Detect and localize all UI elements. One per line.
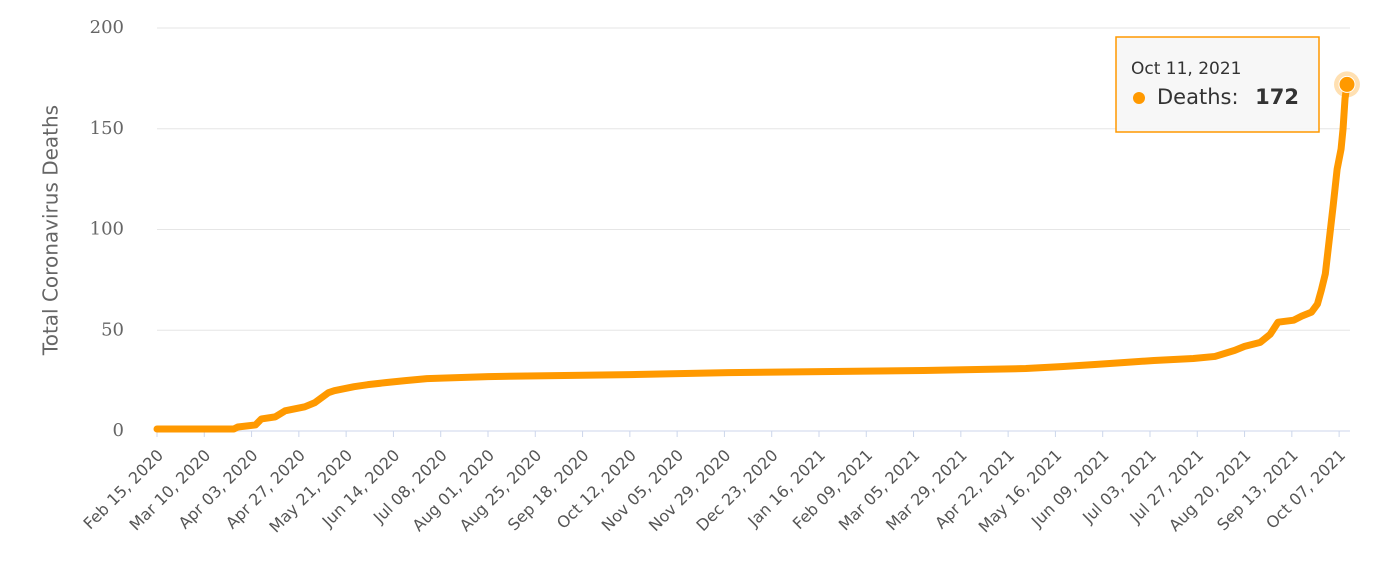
tooltip-box	[1115, 36, 1320, 133]
y-tick-label: 150	[90, 118, 124, 139]
tooltip-label: Deaths:	[1157, 85, 1239, 109]
line	[153, 80, 1351, 433]
x-tick-label: Mar 29, 2021	[882, 446, 971, 535]
x-tick-label: Sep 18, 2020	[504, 446, 593, 535]
x-tick-label: May 21, 2020	[265, 446, 356, 537]
x-tick-label: Dec 23, 2020	[692, 446, 781, 535]
x-tick-label: Mar 05, 2021	[835, 446, 924, 535]
x-tick-label: May 16, 2021	[975, 446, 1066, 537]
tooltip-date: Oct 11, 2021	[1131, 59, 1242, 79]
x-tick-label: Aug 01, 2020	[408, 446, 498, 536]
x-tick-label: Feb 15, 2020	[80, 446, 167, 533]
y-tick-label: 200	[90, 17, 124, 38]
marker	[1338, 75, 1356, 93]
x-tick-label: Aug 20, 2021	[1165, 446, 1255, 536]
x-tick-label: Sep 13, 2021	[1213, 446, 1302, 535]
tooltip: Oct 11, 2021 Deaths: 172	[1115, 36, 1320, 133]
y-tick-label: 0	[113, 420, 124, 441]
tooltip-dot	[1133, 92, 1145, 104]
tooltip-value: 172	[1255, 85, 1299, 109]
x-tick-label: Nov 05, 2020	[598, 446, 687, 535]
x-tick-label: Mar 10, 2020	[126, 446, 215, 535]
y-axis-title: Total Coronavirus Deaths	[39, 105, 63, 356]
x-tick-label: Aug 25, 2020	[456, 446, 546, 536]
x-tick-label: Nov 29, 2020	[645, 446, 734, 535]
y-tick-label: 50	[101, 319, 124, 340]
y-tick-label: 100	[90, 219, 124, 240]
